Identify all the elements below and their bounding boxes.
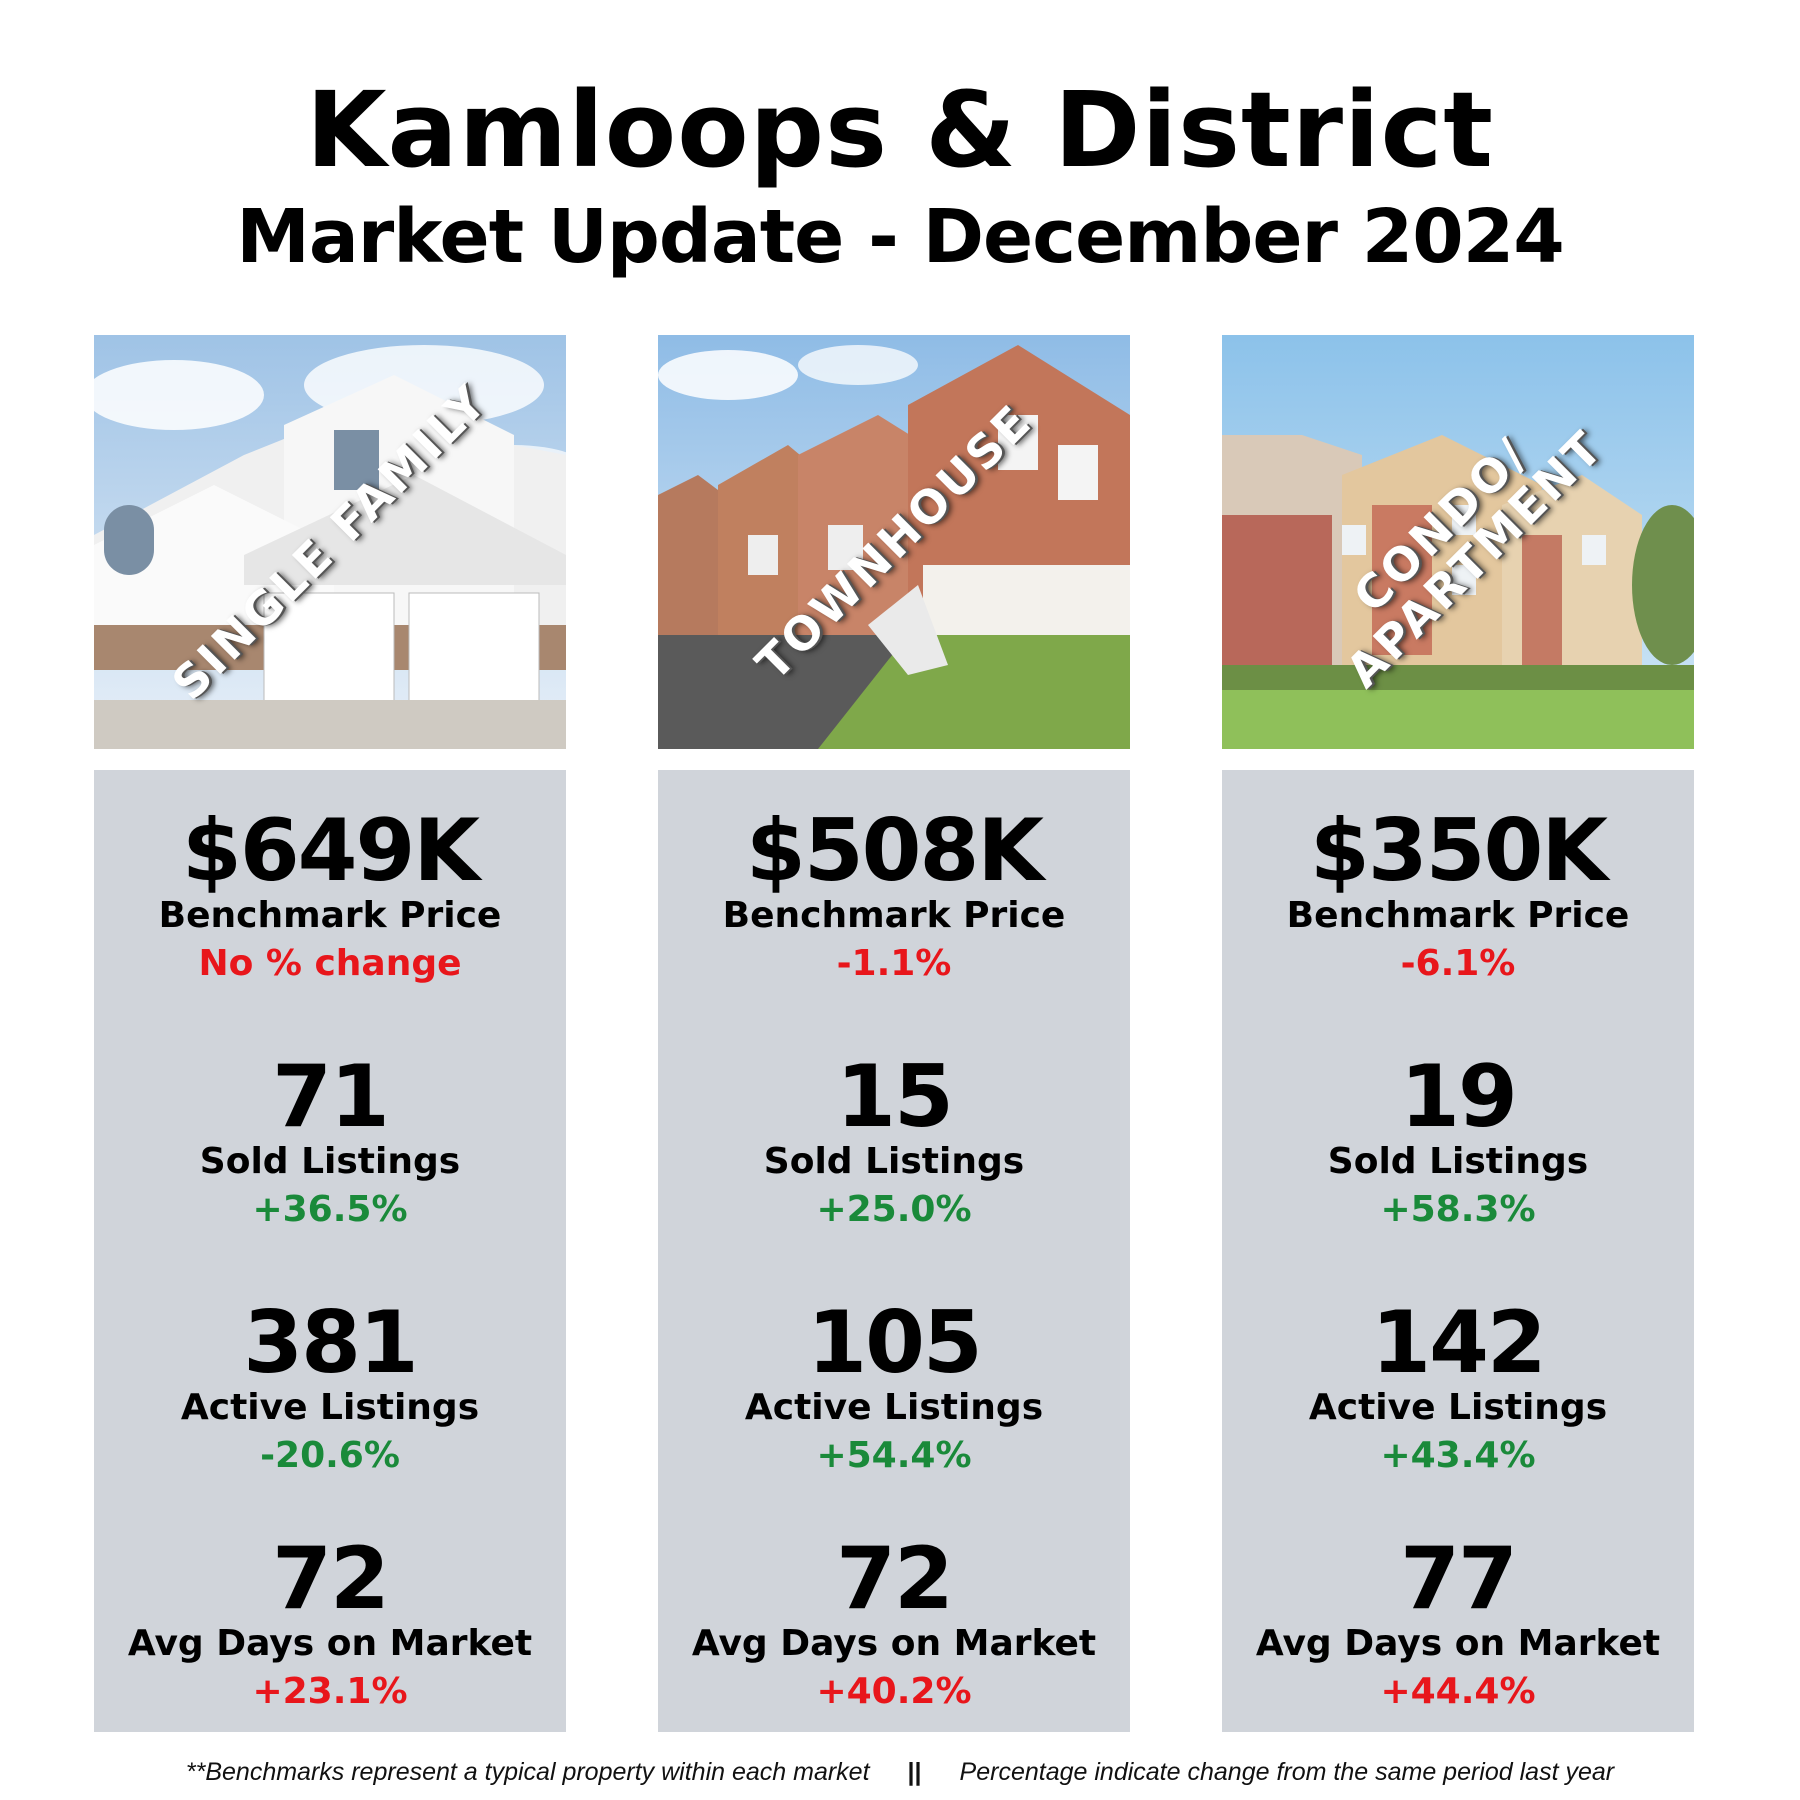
active-change: +54.4% — [816, 1435, 972, 1476]
sold-label: Sold Listings — [199, 1141, 461, 1182]
dom-label: Avg Days on Market — [691, 1623, 1097, 1664]
dom-change: +44.4% — [1380, 1671, 1536, 1712]
sold-metric: 71 Sold Listings +36.5% — [94, 1054, 566, 1228]
sold-label: Sold Listings — [1327, 1141, 1589, 1182]
active-value: 142 — [1371, 1293, 1547, 1393]
active-value: 105 — [807, 1293, 983, 1393]
footer-separator: || — [907, 1758, 922, 1786]
sold-change: +25.0% — [816, 1189, 972, 1230]
benchmark-label: Benchmark Price — [722, 895, 1066, 936]
active-metric: 381 Active Listings -20.6% — [94, 1300, 566, 1474]
dom-metric: 77 Avg Days on Market +44.4% — [1222, 1536, 1694, 1710]
sold-change: +58.3% — [1380, 1189, 1536, 1230]
benchmark-metric: $508K Benchmark Price -1.1% — [658, 808, 1130, 982]
benchmark-metric: $350K Benchmark Price -6.1% — [1222, 808, 1694, 982]
active-metric: 105 Active Listings +54.4% — [658, 1300, 1130, 1474]
sold-metric: 19 Sold Listings +58.3% — [1222, 1054, 1694, 1228]
single-family-panel: $649K Benchmark Price No % change 71 Sol… — [94, 770, 566, 1732]
benchmark-value: $508K — [746, 801, 1044, 901]
dom-metric: 72 Avg Days on Market +23.1% — [94, 1536, 566, 1710]
dom-change: +40.2% — [816, 1671, 972, 1712]
active-label: Active Listings — [1308, 1387, 1608, 1428]
benchmark-label: Benchmark Price — [1286, 895, 1630, 936]
active-change: -20.6% — [260, 1435, 400, 1476]
sold-metric: 15 Sold Listings +25.0% — [658, 1054, 1130, 1228]
townhouse-panel: $508K Benchmark Price -1.1% 15 Sold List… — [658, 770, 1130, 1732]
single-family-photo: SINGLE FAMILY — [94, 335, 566, 749]
sold-value: 71 — [272, 1047, 390, 1147]
dom-value: 72 — [836, 1529, 954, 1629]
page-title: Kamloops & District — [305, 69, 1495, 191]
benchmark-metric: $649K Benchmark Price No % change — [94, 808, 566, 982]
active-change: +43.4% — [1380, 1435, 1536, 1476]
footer-left-note: **Benchmarks represent a typical propert… — [185, 1758, 870, 1786]
benchmark-label: Benchmark Price — [158, 895, 502, 936]
benchmark-change: -6.1% — [1400, 943, 1516, 984]
condo-apartment-panel: $350K Benchmark Price -6.1% 19 Sold List… — [1222, 770, 1694, 1732]
benchmark-value: $350K — [1310, 801, 1608, 901]
condo-apartment-photo: CONDO/ APARTMENT — [1222, 335, 1694, 749]
active-value: 381 — [243, 1293, 419, 1393]
dom-value: 72 — [272, 1529, 390, 1629]
dom-change: +23.1% — [252, 1671, 408, 1712]
sold-value: 19 — [1400, 1047, 1518, 1147]
townhouse-photo: TOWNHOUSE — [658, 335, 1130, 749]
active-metric: 142 Active Listings +43.4% — [1222, 1300, 1694, 1474]
sold-label: Sold Listings — [763, 1141, 1025, 1182]
sold-change: +36.5% — [252, 1189, 408, 1230]
page-subtitle: Market Update - December 2024 — [236, 194, 1565, 280]
footer-right-note: Percentage indicate change from the same… — [959, 1758, 1615, 1786]
benchmark-change: No % change — [198, 943, 462, 984]
active-label: Active Listings — [180, 1387, 480, 1428]
footer-note: **Benchmarks represent a typical propert… — [0, 1758, 1800, 1787]
dom-value: 77 — [1400, 1529, 1518, 1629]
benchmark-change: -1.1% — [836, 943, 952, 984]
benchmark-value: $649K — [182, 801, 480, 901]
dom-metric: 72 Avg Days on Market +40.2% — [658, 1536, 1130, 1710]
dom-label: Avg Days on Market — [127, 1623, 533, 1664]
sold-value: 15 — [836, 1047, 954, 1147]
active-label: Active Listings — [744, 1387, 1044, 1428]
dom-label: Avg Days on Market — [1255, 1623, 1661, 1664]
